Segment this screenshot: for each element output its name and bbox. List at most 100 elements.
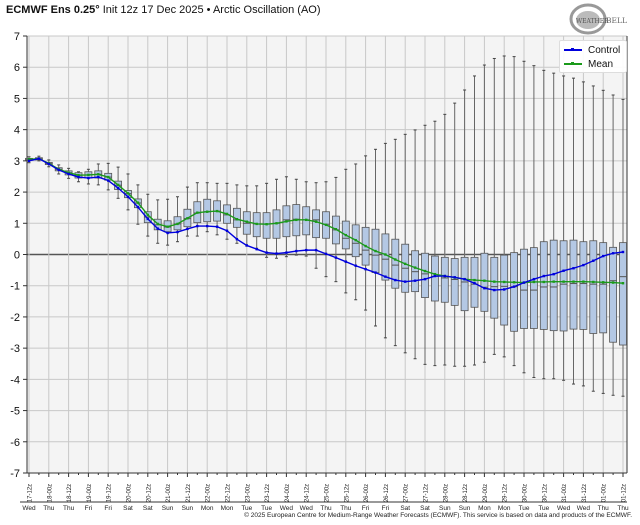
mean-line-swatch (564, 62, 582, 66)
copyright-notice: © 2025 European Centre for Medium-Range … (244, 512, 632, 519)
y-tick-label: 4 (14, 125, 20, 137)
mean-point (126, 192, 130, 195)
x-day-label: Tue (241, 505, 252, 512)
mean-point (473, 278, 476, 282)
box-47 (490, 57, 499, 355)
y-tick-label: -4 (10, 374, 20, 386)
x-tick-label: 18-00z (47, 484, 53, 502)
mean-point (27, 158, 31, 161)
mean-point (67, 171, 70, 174)
control-point (116, 186, 120, 190)
iqr-box (569, 239, 578, 330)
box-44 (460, 89, 469, 367)
x-day-label: Fri (382, 505, 390, 512)
x-tick-label: 25-00z (325, 484, 331, 502)
box-51 (530, 65, 538, 378)
iqr-box (391, 238, 400, 289)
control-point (503, 288, 506, 291)
iqr-box (490, 256, 499, 319)
x-day-label: Fri (104, 505, 112, 512)
x-day-label: Mon (201, 505, 214, 512)
iqr-box (460, 256, 469, 312)
x-tick-label: 19-12z (107, 484, 113, 502)
control-point (87, 176, 90, 180)
x-tick-label: 29-00z (483, 484, 489, 502)
control-point (602, 254, 605, 258)
legend-label-control: Control (588, 44, 621, 56)
mean-point (275, 222, 278, 225)
x-tick-label: 25-12z (344, 484, 350, 502)
mean-point (364, 244, 367, 248)
box-42 (440, 113, 449, 366)
control-point (47, 162, 50, 166)
x-tick-label: 28-12z (463, 484, 469, 502)
control-point (166, 231, 169, 235)
control-point (265, 251, 268, 254)
control-point (413, 279, 417, 282)
x-tick-label: 01-12z (622, 484, 628, 502)
box-59 (609, 94, 617, 396)
control-point (27, 159, 31, 163)
control-point (463, 277, 466, 281)
mean-point (136, 201, 140, 204)
control-point (305, 248, 308, 252)
control-point (334, 256, 338, 259)
x-tick-label: 26-00z (364, 484, 370, 502)
mean-point (592, 280, 595, 284)
control-point (552, 272, 555, 276)
x-day-label: Thu (63, 505, 75, 512)
mean-point (493, 280, 496, 283)
x-day-label: Mon (498, 505, 511, 512)
mean-point (116, 183, 120, 187)
mean-point (107, 175, 110, 179)
mean-point (532, 280, 536, 284)
mean-point (314, 220, 318, 223)
x-day-label: Wed (557, 505, 571, 512)
x-tick-label: 27-12z (424, 484, 430, 502)
mean-point (176, 222, 179, 226)
control-point (146, 217, 149, 221)
control-point (592, 259, 595, 262)
control-point (611, 252, 615, 255)
mean-point (582, 280, 585, 283)
mean-point (265, 223, 268, 226)
control-point (423, 277, 427, 281)
mean-point (285, 220, 288, 223)
x-tick-label: 30-00z (523, 484, 529, 502)
control-point (107, 179, 110, 182)
x-day-label: Thu (598, 505, 610, 512)
x-day-label: Thu (43, 505, 55, 512)
mean-point (295, 218, 298, 222)
mean-point (156, 222, 159, 226)
iqr-box (520, 248, 528, 329)
control-point (374, 271, 377, 274)
x-day-label: Sat (123, 505, 133, 512)
control-point (572, 267, 575, 270)
iqr-box (421, 252, 429, 298)
x-day-label: Tue (519, 505, 530, 512)
control-point (512, 285, 516, 288)
x-tick-label: 24-12z (305, 484, 311, 502)
iqr-box (530, 247, 538, 329)
mean-point (324, 223, 328, 227)
x-day-label: Wed (300, 505, 314, 512)
x-day-label: Mon (221, 505, 234, 512)
box-37 (391, 138, 400, 347)
x-day-label: Thu (340, 505, 352, 512)
box-58 (599, 89, 608, 394)
x-tick-label: 18-12z (67, 484, 73, 502)
x-day-label: Sat (143, 505, 153, 512)
y-tick-label: -1 (10, 281, 20, 293)
y-tick-label: 3 (14, 156, 20, 168)
x-day-label: Sun (439, 505, 451, 512)
mean-point (87, 173, 90, 177)
mean-point (255, 222, 258, 226)
mean-point (354, 238, 357, 242)
mean-point (483, 279, 486, 282)
x-tick-label: 22-12z (226, 484, 232, 502)
control-point (562, 269, 565, 272)
mean-point (235, 218, 239, 221)
mean-point (423, 269, 427, 273)
control-point (186, 227, 189, 231)
control-point (245, 244, 248, 247)
